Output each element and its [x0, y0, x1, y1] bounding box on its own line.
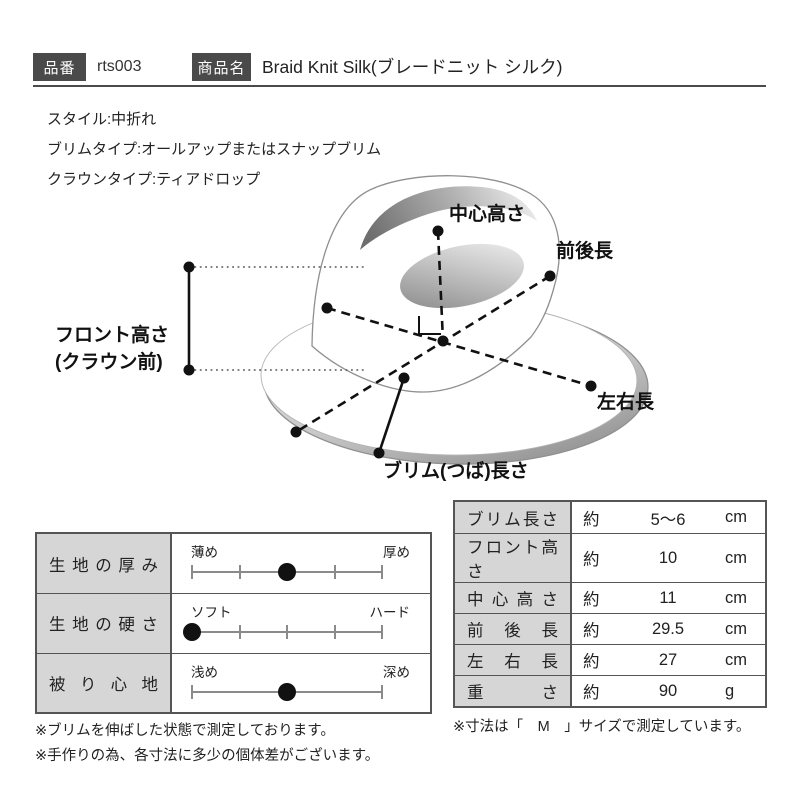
dot-crown-right	[544, 270, 556, 282]
slider-max-label: ハード	[369, 605, 411, 621]
dot-brim-inner	[398, 372, 410, 384]
meas-label: フロント高さ	[455, 533, 572, 582]
product-name-label-badge: 商品名	[192, 53, 251, 81]
slider-track	[183, 623, 383, 642]
meas-unit: g	[725, 681, 735, 700]
label-front-height-line2: (クラウン前)	[55, 350, 163, 373]
attr-slider-stiffness: ソフト ハード	[172, 593, 430, 652]
meas-label: 中 心 高 さ	[455, 582, 572, 613]
attr-label-stiffness: 生地の硬さ	[37, 593, 172, 653]
meas-value: 10	[658, 548, 678, 567]
dot-brim-right	[585, 380, 597, 392]
meas-label: 重 さ	[455, 675, 572, 706]
meas-unit: cm	[725, 619, 747, 638]
note-handmade: ※手作りの為、各寸法に多少の個体差がございます。	[35, 748, 380, 764]
spec-crown-type: クラウンタイプ:ティアドロップ	[47, 171, 261, 188]
slider-tick	[238, 625, 241, 640]
hat-measurement-diagram: 中心高さ 前後長 フロント高さ (クラウン前) 左右長 ブリム(つば)長さ	[55, 175, 655, 482]
label-center-height: 中心高さ	[449, 202, 525, 225]
approx-prefix: 約	[583, 684, 600, 702]
meas-value: 5〜6	[650, 510, 686, 529]
dot-front-height-top	[183, 261, 195, 273]
spec-style: スタイル:中折れ	[47, 111, 157, 128]
approx-prefix: 約	[583, 653, 600, 671]
attr-label-thickness: 生地の厚み	[37, 534, 172, 594]
meas-value-row: 約 10 cm	[572, 533, 765, 582]
attr-slider-fit: 浅め 深め	[172, 652, 430, 712]
attribute-table: 生地の厚み 薄め 厚め 生地の硬さ ソフト ハード	[35, 532, 432, 714]
front-back-length-line	[295, 274, 551, 434]
note-size-m: ※寸法は「 M 」サイズで測定しています。	[453, 719, 751, 735]
slider-tick	[191, 684, 193, 699]
meas-unit: cm	[725, 548, 747, 567]
slider-track	[191, 682, 383, 701]
dot-front-height-bottom	[183, 364, 195, 376]
slider-tick	[238, 565, 241, 579]
slider-tick	[381, 625, 383, 640]
slider-tick	[381, 565, 383, 579]
label-left-right-length: 左右長	[597, 390, 655, 413]
label-brim-length: ブリム(つば)長さ	[383, 459, 529, 482]
meas-value-row: 約 11 cm	[572, 582, 765, 613]
meas-label: 左 右 長	[455, 644, 572, 675]
meas-value-row: 約 27 cm	[572, 644, 765, 675]
meas-label: 前 後 長	[455, 613, 572, 644]
slider-max-label: 深め	[383, 664, 410, 680]
measurement-table: ブリム長さ 約 5〜6 cm フロント高さ 約 10 cm 中 心 高 さ 約 …	[453, 500, 767, 708]
meas-value-row: 約 5〜6 cm	[572, 502, 765, 533]
slider-dot	[278, 682, 296, 701]
label-front-height-line1: フロント高さ	[55, 323, 169, 346]
slider-max-label: 厚め	[383, 545, 410, 560]
label-front-back-length: 前後長	[556, 239, 614, 262]
slider-tick	[191, 565, 193, 579]
dot-center-top	[432, 225, 444, 237]
slider-min-label: 浅め	[191, 664, 218, 680]
meas-value: 11	[659, 588, 677, 607]
slider-tick	[333, 565, 336, 579]
dot-brim-left	[290, 426, 302, 438]
approx-prefix: 約	[583, 622, 600, 640]
slider-min-label: ソフト	[191, 605, 232, 621]
dot-center-base	[437, 335, 449, 347]
approx-prefix: 約	[583, 591, 600, 609]
meas-unit: cm	[725, 508, 747, 526]
approx-prefix: 約	[583, 510, 600, 529]
crown-crease-upper	[360, 186, 537, 250]
left-right-length-line	[326, 306, 592, 388]
meas-value-row: 約 90 g	[572, 675, 765, 706]
attr-slider-thickness: 薄め 厚め	[172, 534, 430, 593]
meas-label: ブリム長さ	[455, 502, 572, 533]
crown-crease-dent	[400, 243, 524, 309]
note-brim-measure: ※ブリムを伸ばした状態で測定しております。	[35, 723, 335, 739]
part-number-value: rts003	[97, 58, 142, 75]
meas-value: 29.5	[651, 619, 685, 638]
meas-value: 27	[658, 650, 678, 669]
slider-tick	[333, 625, 336, 640]
meas-value-row: 約 29.5 cm	[572, 613, 765, 644]
center-height-line	[436, 230, 445, 342]
slider-track	[191, 563, 383, 581]
product-name-value: Braid Knit Silk(ブレードニット シルク)	[262, 56, 563, 77]
slider-dot	[278, 563, 296, 581]
approx-prefix: 約	[583, 551, 600, 569]
spec-brim-type: ブリムタイプ:オールアップまたはスナップブリム	[47, 141, 382, 158]
dot-crown-left	[321, 302, 333, 314]
slider-tick	[381, 684, 383, 699]
attr-label-fit: 被 り 心 地	[37, 652, 172, 712]
header-divider	[33, 85, 766, 87]
right-angle-mark	[418, 316, 441, 335]
meas-value: 90	[658, 681, 678, 700]
slider-dot	[183, 623, 201, 642]
dot-brim-outer	[373, 447, 385, 459]
slider-min-label: 薄め	[191, 545, 218, 560]
part-number-label-badge: 品番	[33, 53, 86, 81]
slider-tick	[286, 625, 288, 640]
meas-unit: cm	[725, 588, 747, 607]
brim-length-line	[377, 377, 406, 454]
meas-unit: cm	[725, 650, 747, 669]
